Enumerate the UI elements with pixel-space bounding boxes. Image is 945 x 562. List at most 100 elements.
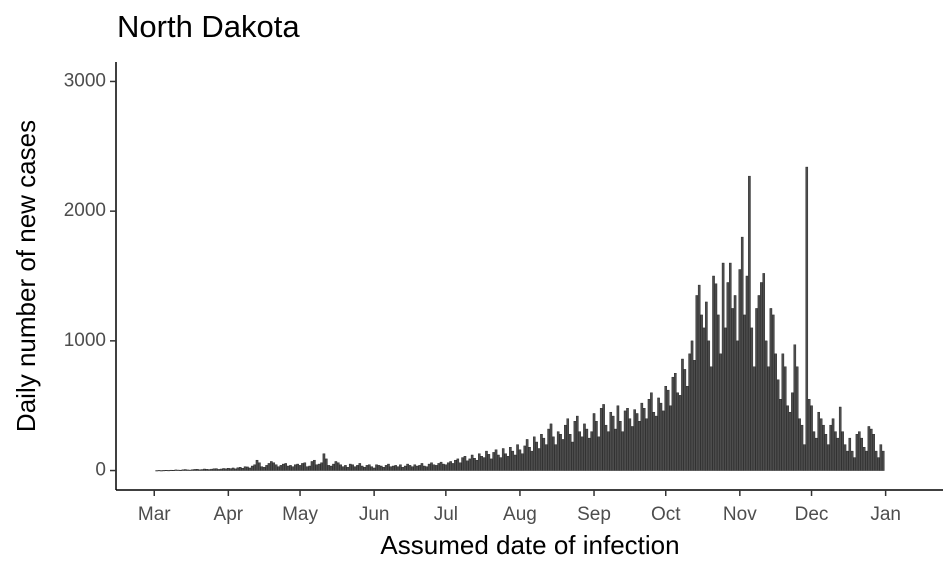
bar <box>793 344 797 471</box>
bar <box>420 463 424 471</box>
bar <box>315 464 319 471</box>
bar <box>652 411 656 471</box>
bar <box>695 295 699 471</box>
bar <box>401 467 405 471</box>
bar <box>270 461 273 471</box>
bar <box>389 466 393 471</box>
bar <box>619 421 622 471</box>
bar <box>229 468 233 471</box>
bar <box>172 470 175 471</box>
bar <box>826 444 830 471</box>
bar <box>819 418 823 471</box>
bar <box>549 423 553 471</box>
bar <box>740 236 744 471</box>
bar <box>743 314 746 471</box>
bar <box>750 327 754 471</box>
bar <box>838 406 842 471</box>
bar <box>198 469 201 471</box>
bar <box>310 461 314 471</box>
bar <box>454 459 457 471</box>
chart-title: North Dakota <box>117 9 300 44</box>
bar <box>155 470 158 472</box>
bar <box>243 466 247 471</box>
bar <box>241 468 244 471</box>
bar <box>881 450 885 471</box>
bar <box>475 459 479 471</box>
bar <box>671 376 675 471</box>
bar <box>568 434 572 471</box>
bar <box>215 468 218 471</box>
bar <box>666 389 670 471</box>
bar <box>212 468 216 471</box>
bar <box>487 454 491 471</box>
bar <box>595 421 598 471</box>
bar <box>657 397 660 471</box>
bar <box>638 421 641 471</box>
bar <box>179 469 182 471</box>
bar <box>334 461 338 471</box>
bar <box>473 458 476 471</box>
x-tick-label: Aug <box>503 504 537 525</box>
x-tick-label: Oct <box>651 504 681 525</box>
bar <box>702 327 706 471</box>
x-tick-label: Sep <box>577 504 611 525</box>
bar <box>186 469 189 471</box>
bar <box>786 405 789 471</box>
bar <box>521 453 524 471</box>
bar <box>497 454 500 471</box>
bar <box>449 461 452 471</box>
bar <box>375 464 378 471</box>
bar <box>301 463 304 471</box>
bar <box>659 402 663 471</box>
bar <box>714 283 718 471</box>
bar <box>406 463 409 471</box>
bar <box>642 408 646 471</box>
bar <box>824 434 828 471</box>
bar <box>783 366 787 471</box>
bar <box>631 426 634 471</box>
bar <box>815 437 818 471</box>
bar <box>327 465 331 471</box>
bar <box>193 469 197 471</box>
bar <box>877 457 880 471</box>
bar <box>396 466 400 471</box>
bar <box>466 460 469 471</box>
bar <box>755 308 758 471</box>
bar <box>807 399 811 471</box>
bar <box>353 466 357 471</box>
bar <box>391 465 395 471</box>
bar <box>731 308 734 471</box>
bar <box>764 340 768 471</box>
bar <box>418 465 421 471</box>
bar <box>200 469 204 471</box>
bar <box>234 468 237 471</box>
bar <box>339 464 342 471</box>
bar <box>573 421 577 471</box>
bar <box>669 405 672 471</box>
bar <box>286 465 290 471</box>
bar <box>427 463 431 471</box>
y-axis-title: Daily number of new cases <box>11 120 41 432</box>
bar <box>372 467 376 471</box>
bar <box>291 466 295 471</box>
bar <box>492 452 495 471</box>
bar <box>370 466 374 471</box>
bar <box>621 431 624 471</box>
bar <box>647 399 651 471</box>
bar <box>298 465 302 471</box>
bar <box>812 431 816 471</box>
bar <box>611 415 615 471</box>
bar <box>850 450 854 471</box>
bar <box>499 457 503 471</box>
y-tick-label: 3000 <box>64 70 106 91</box>
bar <box>817 411 820 471</box>
bar <box>157 470 161 472</box>
bar <box>207 469 211 471</box>
bar <box>791 392 794 471</box>
bar <box>250 465 254 471</box>
bar <box>504 453 507 471</box>
bar <box>430 462 433 471</box>
bar <box>246 466 249 471</box>
bar <box>408 465 412 471</box>
bar <box>356 465 359 471</box>
